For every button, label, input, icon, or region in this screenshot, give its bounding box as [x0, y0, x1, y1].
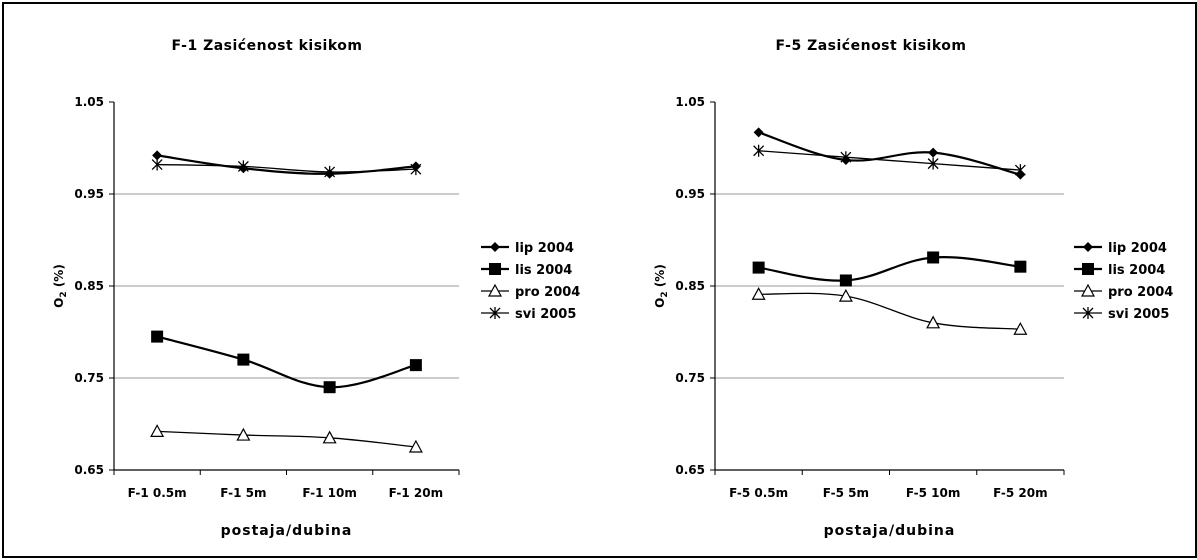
data-point [927, 157, 939, 170]
x-tick-label: F-1 5m [220, 486, 266, 500]
data-point [237, 353, 250, 366]
series-line [758, 150, 1021, 171]
data-point [753, 127, 764, 138]
series-line [156, 335, 417, 389]
data-point [323, 381, 336, 394]
legend-item: lip 2004 [481, 241, 574, 256]
chart-1: F-1 Zasićenost kisikom 1.05 0.95 0.85 0.75 0.… [52, 38, 580, 539]
series-pro-2004 [751, 287, 1028, 335]
legend-marker [1083, 242, 1093, 252]
x-tick-label: F-5 0.5m [729, 486, 788, 500]
x-tick-label: F-5 20m [993, 486, 1048, 500]
legend-marker [489, 263, 501, 275]
x-tick-label: F-5 5m [823, 486, 869, 500]
data-point [236, 427, 251, 441]
legend-marker [487, 283, 503, 297]
legend-item: pro 2004 [481, 283, 580, 300]
series-line [157, 430, 416, 448]
series-line [758, 255, 1021, 282]
charts-canvas: F-1 Zasićenost kisikom 1.05 0.95 0.85 0.75 0.… [52, 38, 1173, 539]
y-tick-label: 0.85 [74, 279, 104, 293]
legend-label: lis 2004 [1108, 263, 1165, 278]
data-point [151, 330, 164, 343]
data-point [410, 163, 422, 176]
series-lis-2004 [752, 251, 1027, 287]
y-tick-label: 0.95 [74, 187, 104, 201]
series-svi-2005 [753, 144, 1026, 177]
legend-marker [1082, 263, 1094, 275]
chart-title: F-1 Zasićenost kisikom [172, 38, 363, 54]
y-tick-label: 0.95 [675, 187, 705, 201]
legend-label: pro 2004 [515, 285, 580, 300]
y-axis-label: O2 (%) [52, 264, 69, 308]
chart-title: F-5 Zasićenost kisikom [776, 38, 967, 54]
series-line [758, 292, 1021, 330]
data-point [752, 261, 765, 274]
data-point [151, 158, 163, 171]
legend-item: svi 2005 [1074, 307, 1169, 322]
legend-item: pro 2004 [1074, 283, 1173, 300]
legend-label: svi 2005 [1108, 307, 1169, 322]
legend-marker [1082, 307, 1094, 319]
data-point [926, 315, 941, 329]
legend-label: lip 2004 [515, 241, 574, 256]
data-point [322, 430, 337, 444]
legend-marker [1080, 283, 1096, 297]
legend-marker [490, 242, 500, 252]
legend-label: lis 2004 [515, 263, 572, 278]
y-tick-label: 0.85 [675, 279, 705, 293]
legend-item: lis 2004 [481, 263, 572, 278]
data-point [152, 150, 163, 161]
data-point [927, 251, 940, 264]
legend-item: lis 2004 [1074, 263, 1165, 278]
series-svi-2005 [151, 158, 422, 178]
legend-item: lip 2004 [1074, 241, 1167, 256]
x-axis-label: postaja/dubina [221, 523, 353, 539]
x-tick-label: F-1 10m [302, 486, 357, 500]
y-tick-label: 0.65 [675, 463, 705, 477]
x-axis-label: postaja/dubina [824, 523, 956, 539]
legend-item: svi 2005 [481, 307, 576, 322]
data-point [839, 274, 852, 287]
y-tick-label: 0.75 [675, 371, 705, 385]
data-point [928, 147, 939, 158]
data-point [150, 424, 165, 437]
data-point [840, 151, 852, 164]
series-lis-2004 [151, 330, 422, 394]
data-point [1014, 164, 1026, 177]
y-tick-label: 1.05 [74, 95, 104, 109]
series-line [758, 131, 1021, 176]
data-point [751, 287, 766, 300]
data-point [1014, 260, 1027, 273]
legend-marker [489, 307, 501, 319]
data-point [838, 288, 853, 302]
legend: lip 2004 lis 2004 pro 2004 svi 2005 [481, 241, 580, 322]
data-point [753, 144, 765, 157]
chart-2: F-5 Zasićenost kisikom 1.05 0.95 0.85 0.75 0.… [653, 38, 1173, 539]
data-point [409, 359, 422, 372]
data-point [324, 165, 336, 178]
legend-label: svi 2005 [515, 307, 576, 322]
legend-label: pro 2004 [1108, 285, 1173, 300]
x-tick-label: F-1 20m [389, 486, 444, 500]
legend: lip 2004 lis 2004 pro 2004 svi 2005 [1074, 241, 1173, 322]
y-tick-label: 0.65 [74, 463, 104, 477]
data-point [237, 160, 249, 173]
y-tick-label: 0.75 [74, 371, 104, 385]
series-pro-2004 [150, 424, 423, 453]
data-point [408, 439, 423, 453]
y-tick-label: 1.05 [675, 95, 705, 109]
x-tick-label: F-1 0.5m [128, 486, 187, 500]
y-axis-label: O2 (%) [653, 264, 670, 308]
legend-label: lip 2004 [1108, 241, 1167, 256]
series-line [157, 163, 416, 173]
data-point [1013, 321, 1028, 335]
x-tick-label: F-5 10m [906, 486, 961, 500]
